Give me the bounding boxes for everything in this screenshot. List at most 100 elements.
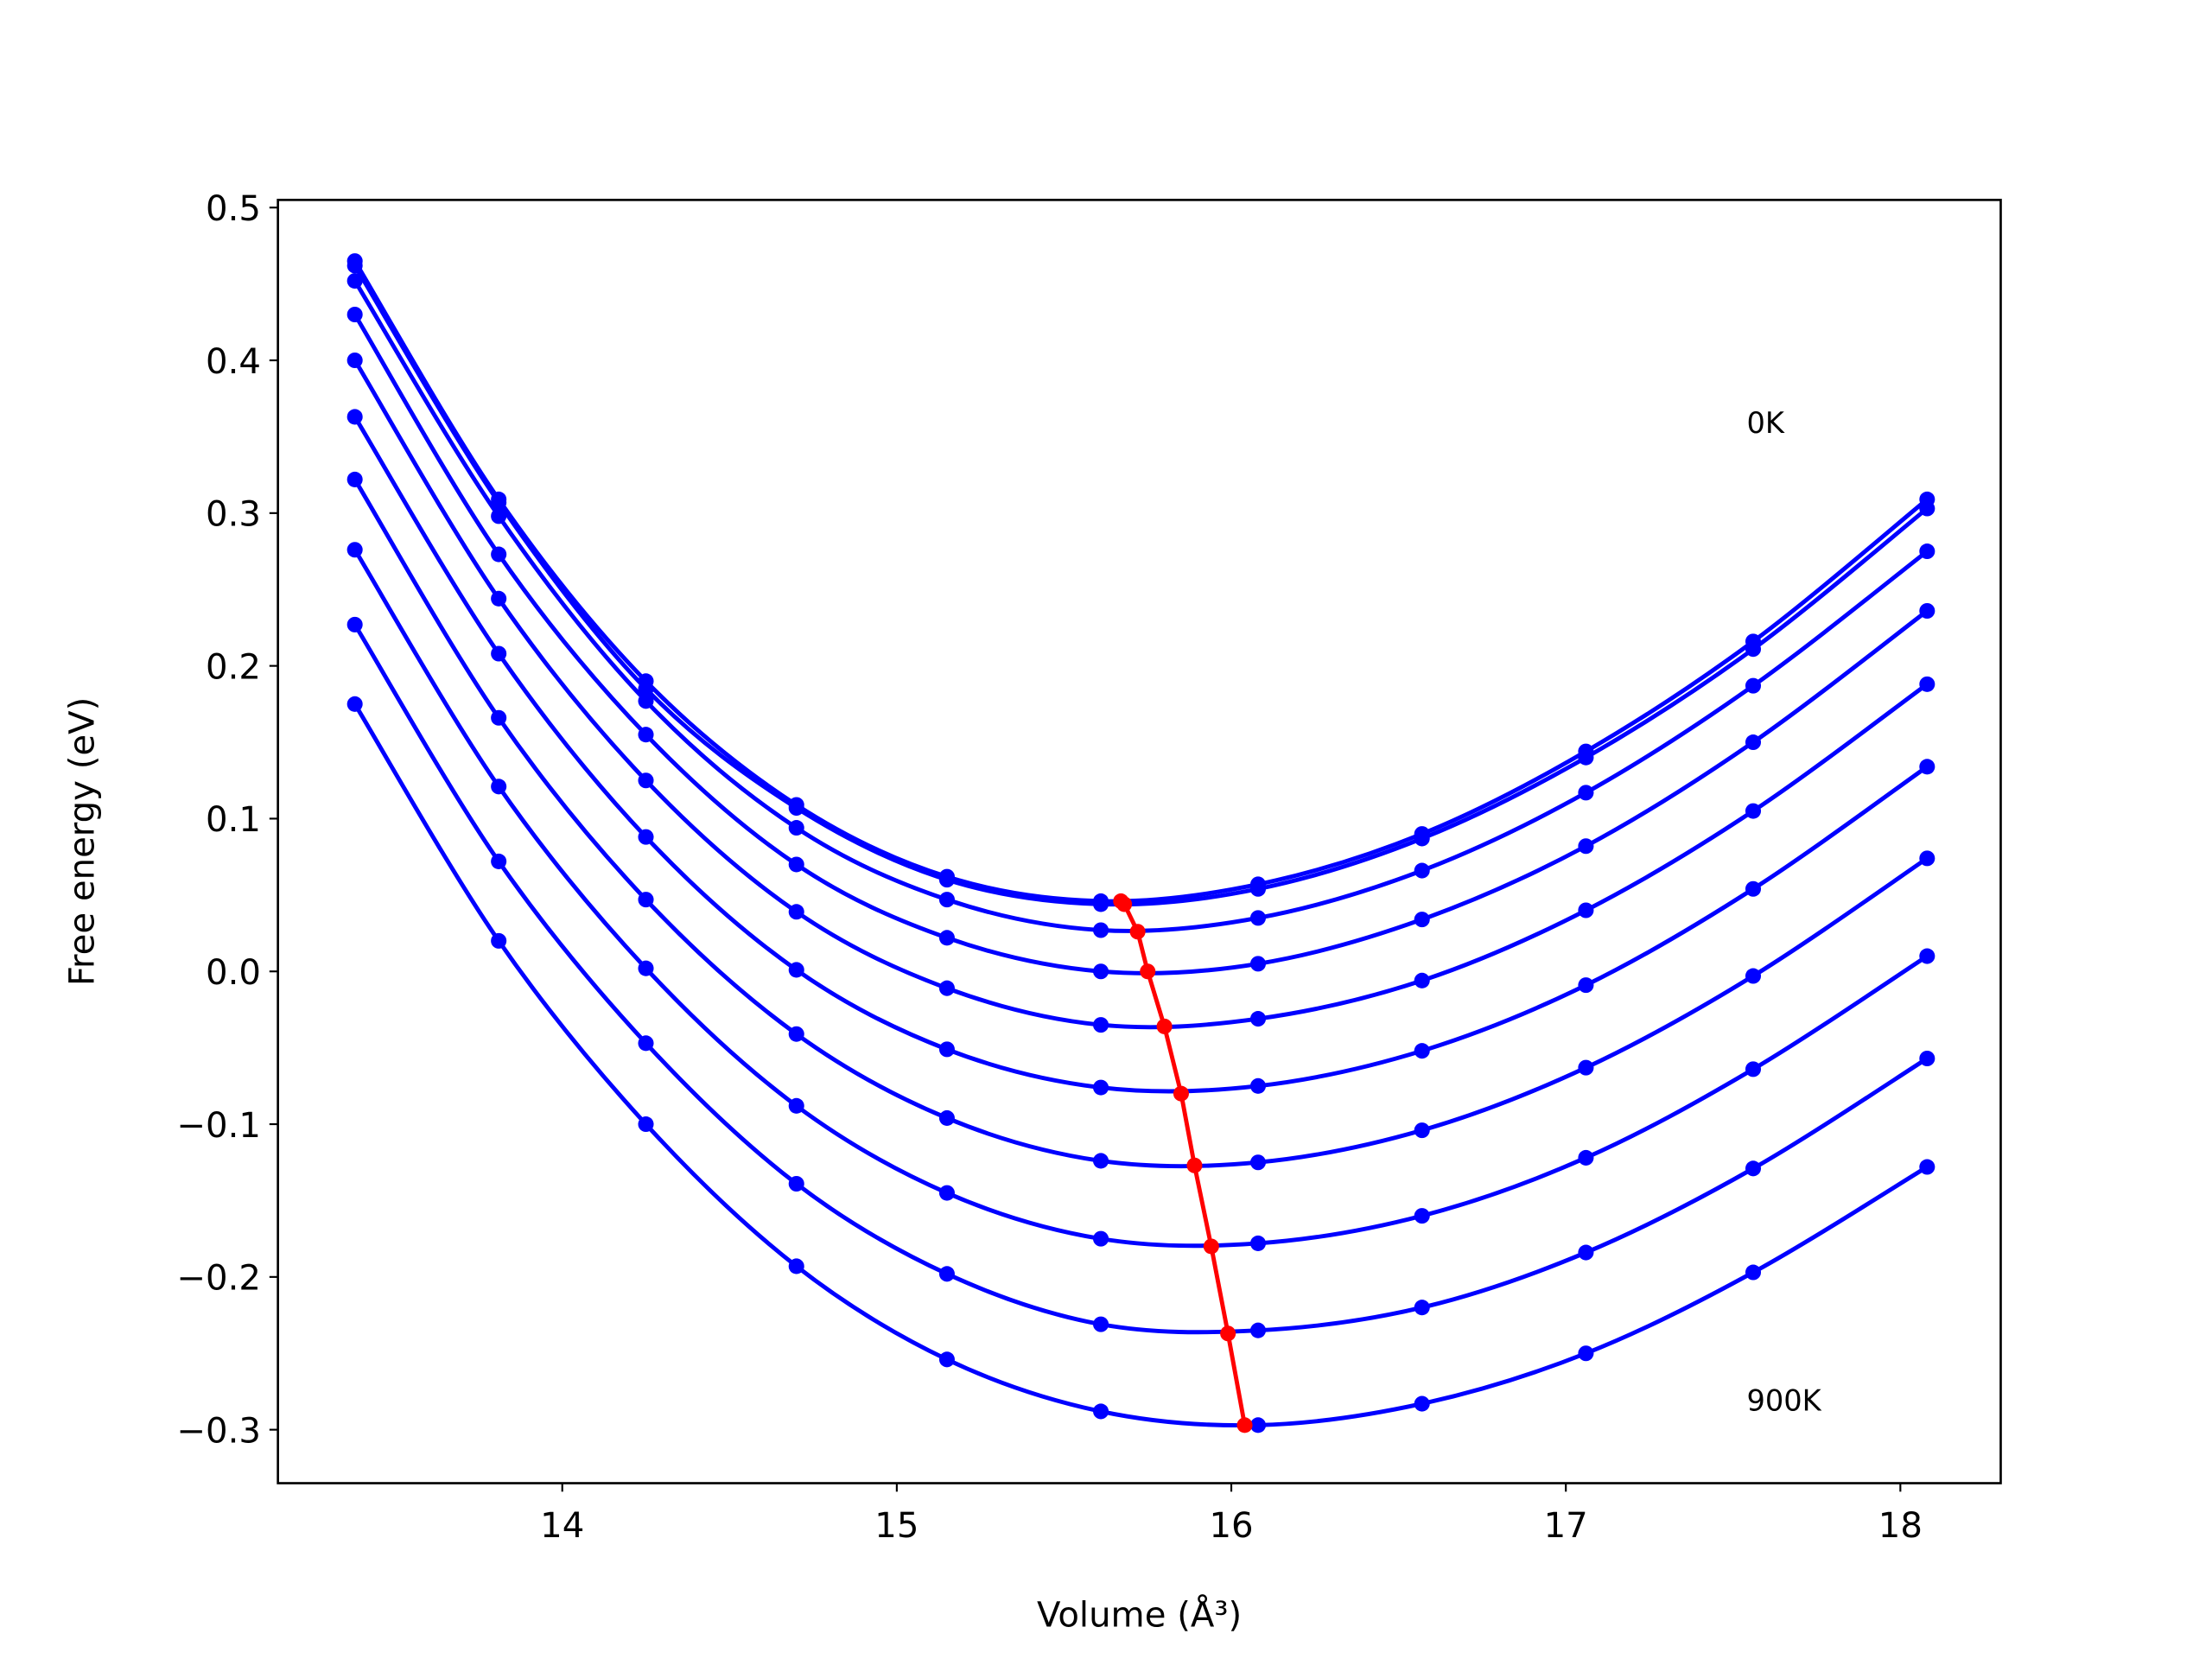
data-point-500K-4 (938, 1041, 955, 1058)
data-point-500K-10 (1919, 759, 1936, 775)
series-200K (346, 273, 1936, 938)
data-point-900K-1 (491, 932, 507, 949)
annotation-0k: 0K (1747, 406, 1785, 440)
data-point-900K-7 (1414, 1395, 1430, 1412)
series-line-700K (353, 548, 1929, 1249)
data-point-900K-2 (638, 1116, 654, 1133)
minima-point-9 (1236, 1417, 1253, 1433)
data-point-600K-3 (788, 1026, 804, 1042)
y-tick-label-0: −0.3 (176, 1411, 261, 1451)
data-point-500K-9 (1745, 880, 1762, 897)
y-axis-label: Free energy (eV) (62, 697, 102, 986)
data-point-600K-9 (1745, 968, 1762, 984)
data-point-700K-1 (491, 779, 507, 795)
data-point-700K-0 (346, 542, 363, 558)
data-point-500K-5 (1093, 1079, 1109, 1096)
data-point-300K-6 (1249, 956, 1267, 972)
data-point-300K-8 (1578, 838, 1594, 855)
data-point-500K-1 (491, 645, 507, 662)
data-point-300K-4 (938, 930, 955, 946)
minima-point-3 (1140, 963, 1156, 980)
data-point-800K-3 (788, 1175, 804, 1192)
data-point-800K-7 (1414, 1300, 1430, 1316)
data-point-200K-6 (1249, 910, 1267, 926)
data-point-900K-5 (1093, 1403, 1109, 1420)
data-point-400K-4 (938, 980, 955, 996)
series-100K (346, 257, 1936, 912)
data-point-700K-8 (1578, 1149, 1594, 1166)
data-point-300K-3 (788, 856, 804, 873)
data-point-200K-5 (1093, 922, 1109, 938)
minima-line (1119, 899, 1247, 1426)
data-point-800K-8 (1578, 1244, 1594, 1261)
data-point-200K-2 (638, 693, 654, 709)
data-point-300K-5 (1093, 963, 1109, 980)
data-point-800K-1 (491, 853, 507, 869)
data-point-800K-9 (1745, 1160, 1762, 1177)
data-point-700K-3 (788, 1097, 804, 1114)
data-point-400K-8 (1578, 902, 1594, 918)
data-point-400K-5 (1093, 1017, 1109, 1033)
x-tick-label-4: 18 (1878, 1506, 1923, 1546)
data-point-800K-6 (1249, 1322, 1267, 1338)
data-point-100K-10 (1919, 500, 1936, 517)
data-point-200K-8 (1578, 785, 1594, 801)
data-point-300K-0 (346, 306, 363, 323)
data-point-300K-9 (1745, 734, 1762, 751)
data-point-200K-10 (1919, 543, 1936, 560)
data-point-400K-10 (1919, 676, 1936, 692)
minima-point-5 (1173, 1085, 1189, 1102)
series-800K (346, 616, 1936, 1338)
data-point-800K-2 (638, 1035, 654, 1052)
x-axis-label: Volume (Å³) (1037, 1593, 1242, 1635)
y-tick-label-6: 0.3 (206, 495, 261, 535)
y-tick-label-7: 0.4 (206, 342, 261, 382)
data-point-200K-3 (788, 820, 804, 836)
y-tick-label-2: −0.1 (176, 1106, 261, 1146)
data-point-100K-7 (1414, 830, 1430, 847)
data-point-100K-4 (938, 872, 955, 888)
data-point-100K-3 (788, 800, 804, 817)
data-point-700K-5 (1093, 1230, 1109, 1247)
data-point-700K-6 (1249, 1235, 1267, 1251)
data-point-500K-0 (346, 409, 363, 425)
data-point-400K-2 (638, 772, 654, 789)
axes-ticks: 14 15 16 17 18 −0.3 −0.2 −0.1 0.0 0.1 0.2 0.3 0.4 0.5 (176, 189, 1923, 1546)
minima-point-1 (1116, 896, 1133, 912)
data-point-500K-6 (1249, 1077, 1267, 1094)
data-point-600K-10 (1919, 850, 1936, 867)
axes-frame (276, 199, 2002, 1484)
data-point-900K-4 (938, 1351, 955, 1368)
data-point-300K-7 (1414, 912, 1430, 928)
data-point-700K-10 (1919, 948, 1936, 964)
data-point-400K-3 (788, 904, 804, 920)
data-point-800K-10 (1919, 1050, 1936, 1067)
data-point-100K-1 (491, 494, 507, 511)
data-point-100K-5 (1093, 896, 1109, 912)
series-300K (346, 306, 1936, 980)
series-line-500K (353, 416, 1929, 1094)
minima-point-8 (1220, 1325, 1236, 1342)
data-point-200K-7 (1414, 862, 1430, 879)
data-point-800K-4 (938, 1266, 955, 1282)
series-400K (346, 353, 1936, 1033)
data-point-200K-1 (491, 508, 507, 524)
data-point-800K-0 (346, 616, 363, 632)
data-point-300K-1 (491, 546, 507, 563)
data-point-100K-2 (638, 681, 654, 697)
series-line-400K (353, 359, 1929, 1030)
series-600K (346, 471, 1936, 1171)
data-point-900K-6 (1249, 1417, 1267, 1433)
data-point-700K-7 (1414, 1208, 1430, 1224)
data-point-300K-2 (638, 727, 654, 743)
minima-point-4 (1156, 1018, 1173, 1034)
data-point-400K-1 (491, 590, 507, 607)
data-point-700K-9 (1745, 1061, 1762, 1077)
data-point-100K-8 (1578, 749, 1594, 766)
data-point-200K-0 (346, 273, 363, 289)
x-tick-label-0: 14 (540, 1506, 584, 1546)
data-point-100K-6 (1249, 880, 1267, 897)
data-point-500K-7 (1414, 1043, 1430, 1059)
data-point-300K-10 (1919, 602, 1936, 620)
